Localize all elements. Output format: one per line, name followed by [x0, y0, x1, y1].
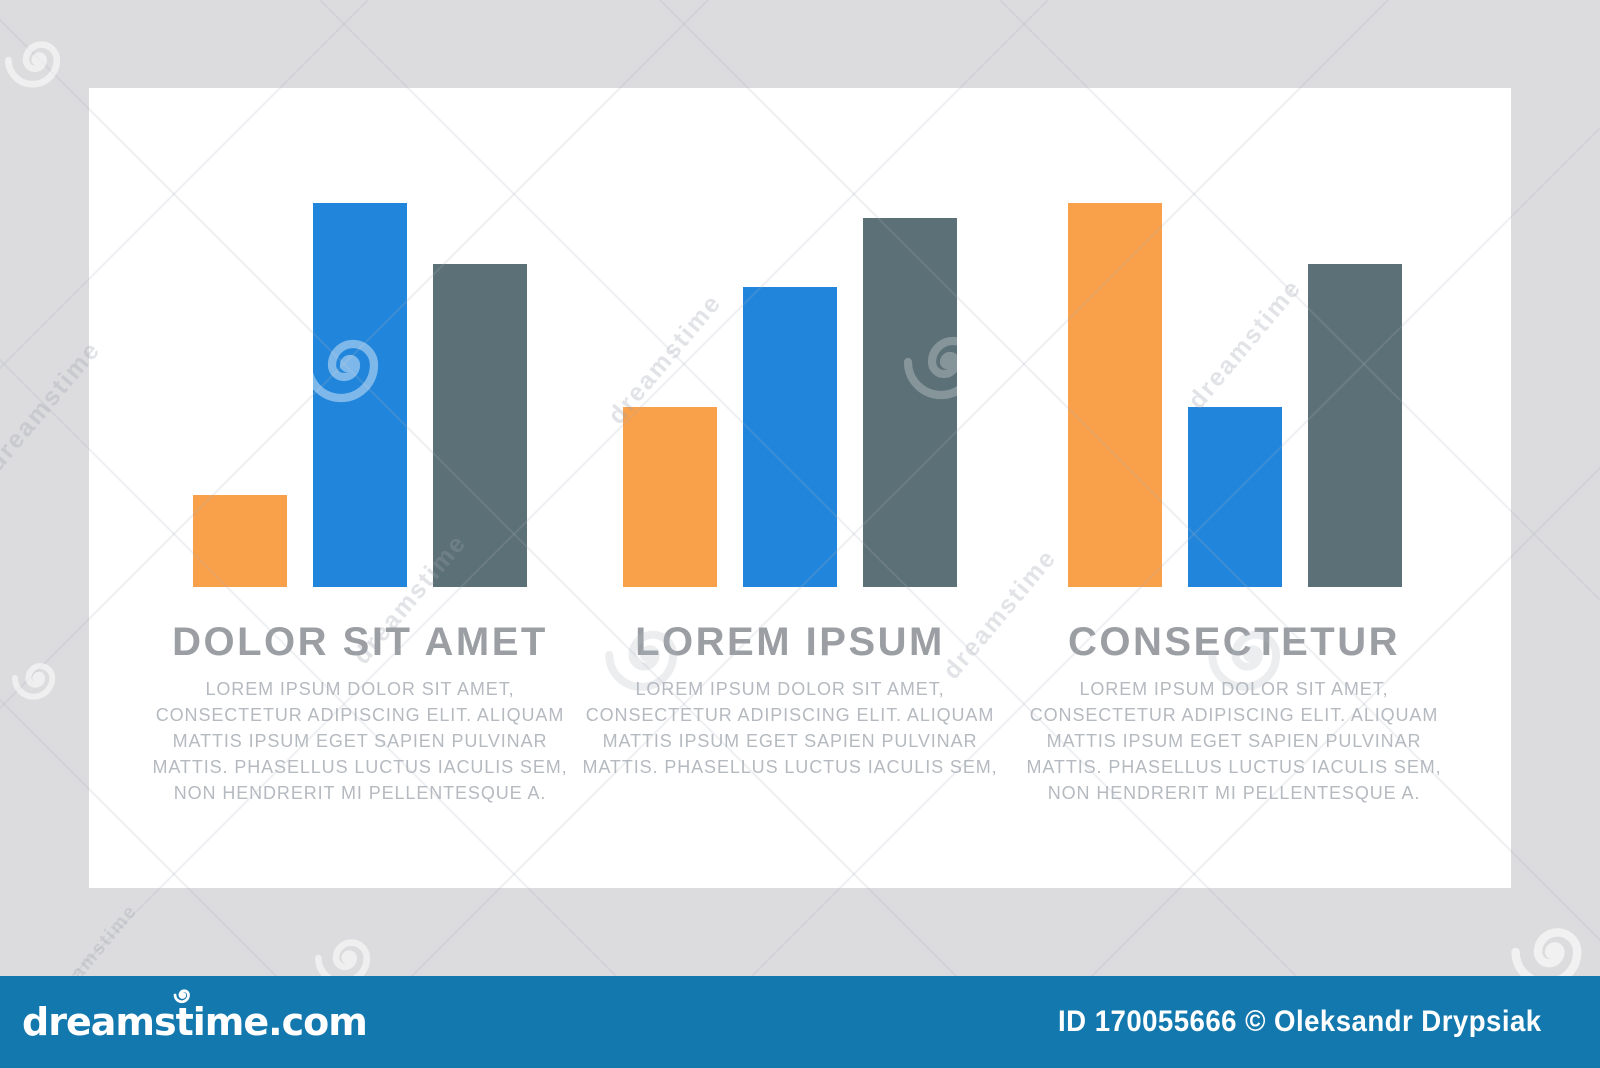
group-3-title: CONSECTETUR — [1068, 620, 1400, 664]
bar-slate — [1308, 264, 1402, 587]
image-attribution: ID 170055666 © Oleksandr Drypsiak — [1058, 1005, 1542, 1038]
bar-orange — [193, 495, 287, 587]
dreamstime-logo: dreamstime.com — [22, 989, 368, 1044]
bar-chart-group-3 — [1068, 203, 1402, 587]
group-1-title: DOLOR SIT AMET — [172, 620, 548, 664]
bar-chart-group-2 — [623, 203, 957, 587]
footer-bar: dreamstime.com ID 170055666 © Oleksandr … — [0, 976, 1600, 1068]
bar-slate — [863, 218, 957, 587]
group-2-title: LOREM IPSUM — [635, 620, 945, 664]
bar-blue — [743, 287, 837, 587]
bar-orange — [623, 407, 717, 587]
dreamstime-logo-text: dreamstime.com — [22, 1000, 368, 1044]
dreamstime-spiral-icon — [173, 989, 190, 1004]
bar-orange — [1068, 203, 1162, 587]
bar-chart-group-1 — [193, 203, 527, 587]
group-3-description: LOREM IPSUM DOLOR SIT AMET, CONSECTETUR … — [1026, 679, 1442, 803]
bar-blue — [1188, 407, 1282, 587]
group-1-description: LOREM IPSUM DOLOR SIT AMET, CONSECTETUR … — [152, 679, 568, 803]
bar-blue — [313, 203, 407, 587]
group-2-description: LOREM IPSUM DOLOR SIT AMET, CONSECTETUR … — [582, 679, 998, 777]
bar-slate — [433, 264, 527, 587]
